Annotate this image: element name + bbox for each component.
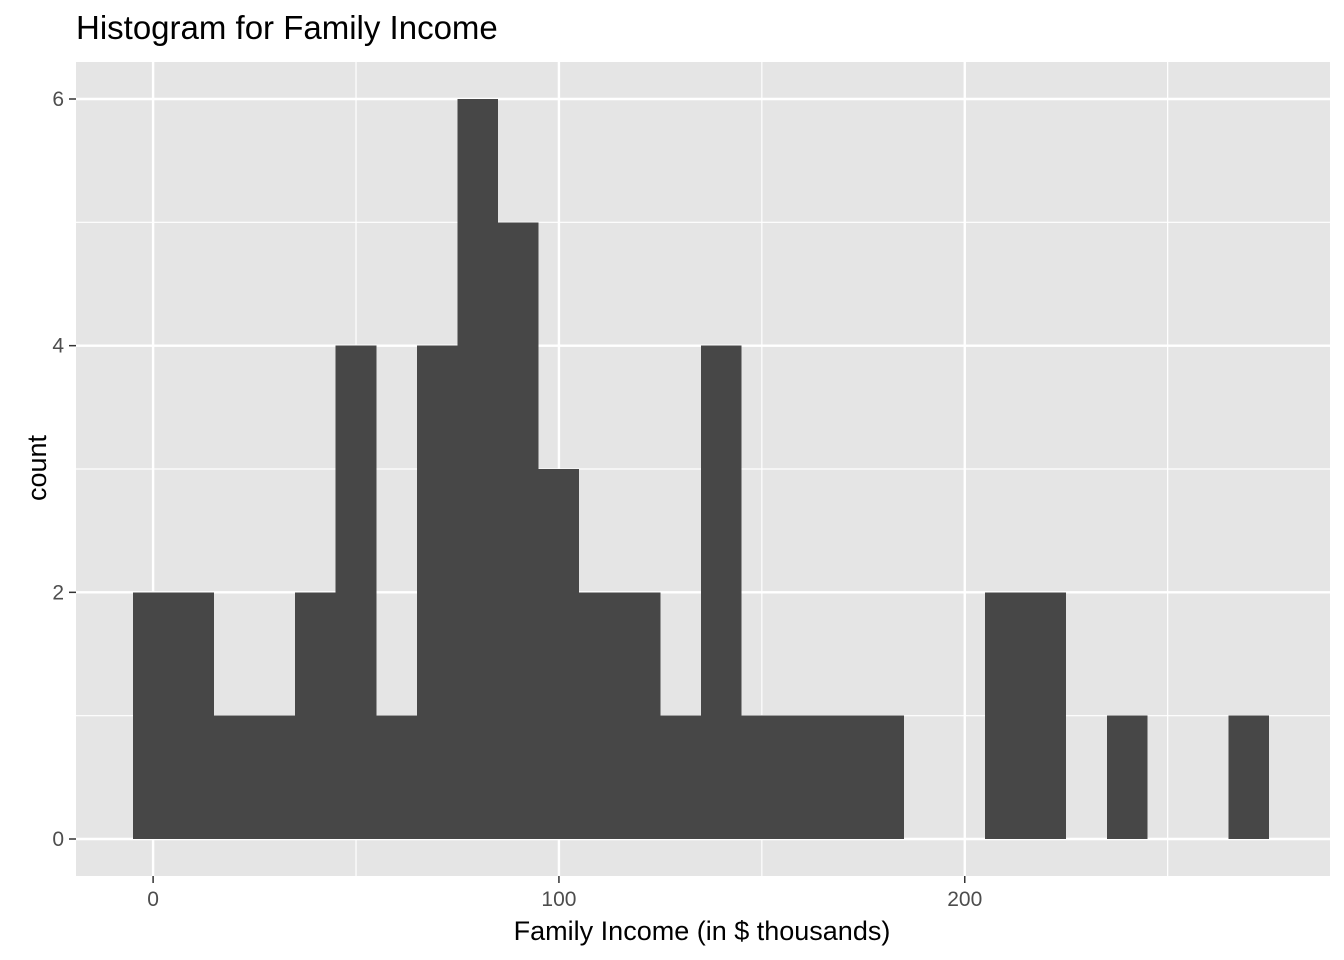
y-tick-label: 0	[52, 828, 64, 851]
y-tick-label: 4	[52, 335, 64, 358]
histogram-bar	[254, 715, 296, 839]
histogram-bar	[700, 345, 742, 839]
chart-title: Histogram for Family Income	[76, 9, 498, 46]
histogram-bar	[416, 345, 458, 839]
histogram-bar	[863, 715, 904, 839]
histogram-bar	[295, 592, 336, 839]
histogram-bar	[132, 592, 174, 839]
y-axis: 0 2 4 6	[52, 88, 76, 851]
histogram-bar	[782, 715, 823, 839]
x-tick-label: 200	[947, 888, 982, 911]
y-tick-label: 6	[52, 88, 64, 111]
histogram-bar	[213, 715, 255, 839]
histogram-bar	[1106, 715, 1148, 839]
histogram-bar	[498, 222, 539, 840]
histogram-bar	[173, 592, 214, 839]
histogram-bar	[822, 715, 864, 839]
x-axis-title: Family Income (in $ thousands)	[514, 916, 891, 946]
histogram-bar	[457, 99, 499, 839]
x-tick-label: 0	[147, 888, 159, 911]
histogram-bar	[579, 592, 620, 839]
histogram-bar	[376, 715, 417, 839]
x-tick-label: 100	[541, 888, 576, 911]
histogram-bar	[619, 592, 661, 839]
histogram-bar	[985, 592, 1026, 839]
histogram-bar	[538, 469, 580, 839]
histogram-bar	[1228, 715, 1270, 839]
histogram-bar	[660, 715, 701, 839]
histogram-bars	[132, 99, 1270, 840]
histogram-bar	[741, 715, 783, 839]
y-axis-title: count	[22, 434, 52, 501]
x-axis: 0 100 200	[147, 876, 982, 911]
histogram-bar	[335, 345, 377, 839]
y-tick-label: 2	[52, 581, 64, 604]
histogram-bar	[1025, 592, 1067, 839]
